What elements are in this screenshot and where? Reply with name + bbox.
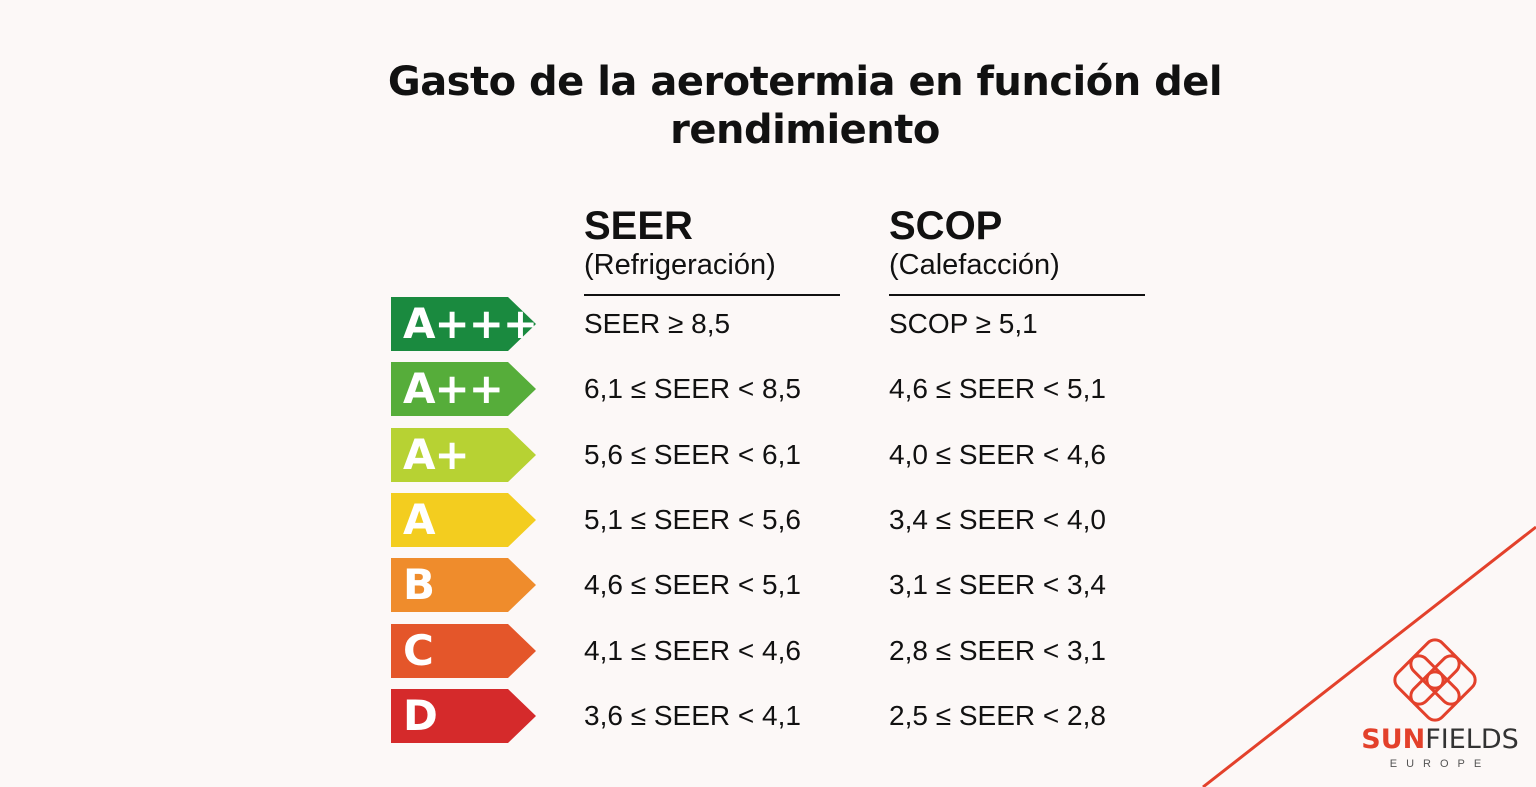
- seer-range: 4,6 ≤ SEER < 5,1: [584, 569, 801, 600]
- brand-sun: SUN: [1361, 724, 1426, 755]
- energy-class-label: B: [403, 560, 435, 609]
- scop-range: 4,6 ≤ SEER < 5,1: [889, 373, 1106, 404]
- arrow-shape: [391, 624, 536, 678]
- title-line-1: Gasto de la aerotermia en función del: [387, 59, 1223, 105]
- page-title: Gasto de la aerotermia en función del re…: [0, 58, 1536, 154]
- scop-column-header: SCOP (Calefacción): [889, 204, 1145, 296]
- arrow-shape: [391, 493, 536, 547]
- table-row: A 5,1 ≤ SEER < 5,6 3,4 ≤ SEER < 4,0: [0, 493, 1536, 547]
- arrow-shape: [391, 428, 536, 482]
- table-row: A+++ SEER ≥ 8,5 SCOP ≥ 5,1: [0, 297, 1536, 351]
- scop-subheading: (Calefacción): [889, 249, 1060, 281]
- energy-class-label: A+++: [403, 299, 538, 348]
- seer-range: 5,6 ≤ SEER < 6,1: [584, 439, 801, 470]
- table-row: C 4,1 ≤ SEER < 4,6 2,8 ≤ SEER < 3,1: [0, 624, 1536, 678]
- seer-column-header: SEER (Refrigeración): [584, 204, 840, 296]
- energy-class-label: A++: [403, 364, 504, 413]
- energy-label-arrow: B: [391, 558, 536, 612]
- energy-label-arrow: C: [391, 624, 536, 678]
- table-row: D 3,6 ≤ SEER < 4,1 2,5 ≤ SEER < 2,8: [0, 689, 1536, 743]
- scop-heading: SCOP: [889, 204, 1003, 248]
- energy-label-arrow: A+: [391, 428, 536, 482]
- scop-range: 4,0 ≤ SEER < 4,6: [889, 439, 1106, 470]
- energy-class-label: A+: [403, 430, 470, 479]
- seer-range: 5,1 ≤ SEER < 5,6: [584, 504, 801, 535]
- seer-heading: SEER: [584, 204, 693, 248]
- seer-range: 4,1 ≤ SEER < 4,6: [584, 635, 801, 666]
- energy-label-arrow: A+++: [391, 297, 538, 351]
- scop-range: 3,4 ≤ SEER < 4,0: [889, 504, 1106, 535]
- scop-range: SCOP ≥ 5,1: [889, 308, 1038, 339]
- seer-subheading: (Refrigeración): [584, 249, 776, 281]
- energy-label-arrow: A++: [391, 362, 536, 416]
- energy-class-label: C: [403, 626, 434, 675]
- brand-fields: FIELDS: [1425, 724, 1519, 755]
- arrow-shape: [391, 297, 536, 351]
- scop-range: 2,5 ≤ SEER < 2,8: [889, 700, 1106, 731]
- seer-header-divider: [584, 294, 840, 296]
- brand-tagline: EUROPE: [1389, 758, 1491, 770]
- energy-label-arrow: D: [391, 689, 536, 743]
- table-row: B 4,6 ≤ SEER < 5,1 3,1 ≤ SEER < 3,4: [0, 558, 1536, 612]
- seer-range: 6,1 ≤ SEER < 8,5: [584, 373, 801, 404]
- seer-range: 3,6 ≤ SEER < 4,1: [584, 700, 801, 731]
- energy-label-arrow: A: [391, 493, 536, 547]
- energy-class-label: D: [403, 691, 438, 740]
- scop-range: 3,1 ≤ SEER < 3,4: [889, 569, 1106, 600]
- arrow-shape: [391, 362, 536, 416]
- table-row: A++ 6,1 ≤ SEER < 8,5 4,6 ≤ SEER < 5,1: [0, 362, 1536, 416]
- title-line-2: rendimiento: [670, 107, 940, 153]
- brand-wordmark: SUNFIELDS: [1350, 724, 1530, 755]
- scop-range: 2,8 ≤ SEER < 3,1: [889, 635, 1106, 666]
- seer-range: SEER ≥ 8,5: [584, 308, 731, 339]
- table-row: A+ 5,6 ≤ SEER < 6,1 4,0 ≤ SEER < 4,6: [0, 428, 1536, 482]
- arrow-shape: [391, 689, 536, 743]
- scop-header-divider: [889, 294, 1145, 296]
- sunfields-logo-icon: [1393, 638, 1477, 722]
- arrow-shape: [391, 558, 536, 612]
- energy-class-label: A: [403, 495, 436, 544]
